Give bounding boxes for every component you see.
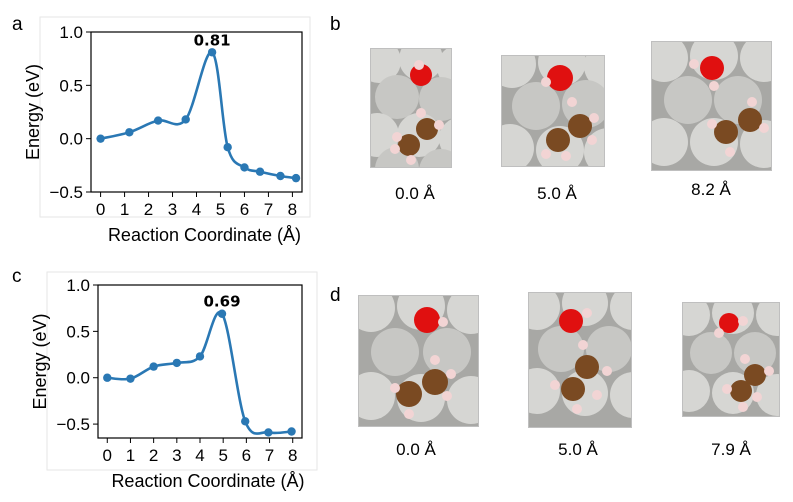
x-axis-label: Reaction Coordinate (Å)	[108, 225, 301, 245]
data-point	[195, 352, 205, 361]
y-tick-label: 1.0	[59, 23, 83, 42]
data-point	[240, 163, 249, 172]
data-point	[264, 428, 273, 437]
data-point	[172, 358, 182, 368]
chart-c-svg: −0.5 0.0 0.5 1.0 0 1 2 3 4 5 6 7 8 Reaction Coordinat…	[30, 271, 318, 491]
figure-frame	[39, 16, 311, 218]
data-point	[241, 417, 250, 426]
x-tick-label: 8	[288, 446, 297, 465]
x-tick-label: 5	[216, 200, 225, 219]
structure-b-3-caption: 8.2 Å	[691, 180, 731, 199]
x-tick-label: 6	[240, 200, 249, 219]
data-point	[223, 143, 232, 152]
y-axis-label: Energy (eV)	[23, 64, 43, 160]
structure-b-3-image	[652, 42, 771, 170]
data-point	[125, 128, 134, 137]
panel-label-c: c	[12, 266, 22, 287]
structure-b-3	[651, 41, 772, 171]
x-tick-label: 0	[103, 446, 112, 465]
data-point	[291, 173, 301, 183]
x-tick-label: 7	[265, 446, 274, 465]
data-point	[207, 48, 217, 57]
barrier-annotation: 0.69	[204, 293, 241, 311]
x-tick-label: 1	[126, 446, 135, 465]
x-tick-label: 4	[192, 200, 201, 219]
x-tick-label: 3	[172, 446, 181, 465]
structure-d-1	[358, 295, 479, 427]
structure-b-2-image	[502, 56, 604, 166]
structure-b-2	[501, 55, 605, 167]
structure-d-2	[528, 292, 632, 428]
x-tick-label: 4	[195, 446, 204, 465]
data-point	[255, 167, 265, 176]
y-tick-label: −0.5	[56, 415, 90, 434]
structure-d-3-caption: 7.9 Å	[711, 440, 751, 459]
structure-b-1	[370, 48, 452, 168]
barrier-annotation: 0.81	[194, 31, 231, 49]
data-point	[149, 362, 158, 371]
data-point	[287, 427, 296, 436]
energy-series-line	[100, 50, 297, 180]
structure-d-3	[682, 302, 780, 417]
y-tick-label: −0.5	[49, 183, 83, 202]
panel-label-d: d	[330, 285, 341, 306]
data-point	[276, 171, 285, 181]
x-tick-label: 0	[96, 200, 105, 219]
x-tick-label: 7	[264, 200, 273, 219]
structure-d-2-caption: 5.0 Å	[558, 440, 598, 459]
x-tick-label: 1	[120, 200, 129, 219]
figure-frame	[46, 271, 318, 471]
plot-frame	[90, 31, 303, 193]
x-tick-label: 6	[242, 446, 251, 465]
y-axis-label: Energy (eV)	[30, 313, 50, 409]
data-point	[217, 309, 227, 318]
energy-profile-chart-c: −0.5 0.0 0.5 1.0 0 1 2 3 4 5 6 7 8 Reaction Coordinat…	[0, 252, 330, 502]
data-point	[181, 115, 190, 124]
chart-a-svg: −0.5 0.0 0.5 1.0 0 1 2 3 4 5 6 7 8 Reaction Coordinat…	[23, 16, 311, 245]
structure-d-2-image	[529, 293, 631, 427]
structure-d-1-caption: 0.0 Å	[396, 440, 436, 459]
data-point	[103, 373, 112, 382]
plot-frame	[97, 284, 303, 439]
structure-b-1-caption: 0.0 Å	[395, 184, 435, 203]
energy-profile-chart-a: −0.5 0.0 0.5 1.0 0 1 2 3 4 5 6 7 8 Reaction Coordinat…	[0, 0, 330, 250]
x-tick-label: 8	[288, 200, 297, 219]
y-tick-label: 1.0	[66, 276, 90, 295]
y-tick-label: 0.0	[66, 369, 90, 388]
structure-b-1-image	[371, 49, 451, 167]
structure-d-1-image	[359, 296, 478, 426]
data-point	[126, 374, 135, 383]
x-axis-label: Reaction Coordinate (Å)	[111, 471, 304, 491]
structure-b-2-caption: 5.0 Å	[537, 184, 577, 203]
data-point	[96, 134, 105, 143]
energy-series-line	[107, 310, 292, 435]
x-tick-label: 2	[144, 200, 153, 219]
data-point	[153, 116, 163, 125]
x-tick-label: 2	[149, 446, 158, 465]
y-tick-label: 0.5	[66, 322, 90, 341]
structure-d-3-image	[683, 303, 779, 416]
y-tick-label: 0.5	[59, 76, 83, 95]
x-tick-label: 3	[168, 200, 177, 219]
panel-label-a: a	[12, 14, 23, 35]
x-tick-label: 5	[218, 446, 227, 465]
panel-label-b: b	[330, 14, 341, 35]
y-tick-label: 0.0	[59, 130, 83, 149]
